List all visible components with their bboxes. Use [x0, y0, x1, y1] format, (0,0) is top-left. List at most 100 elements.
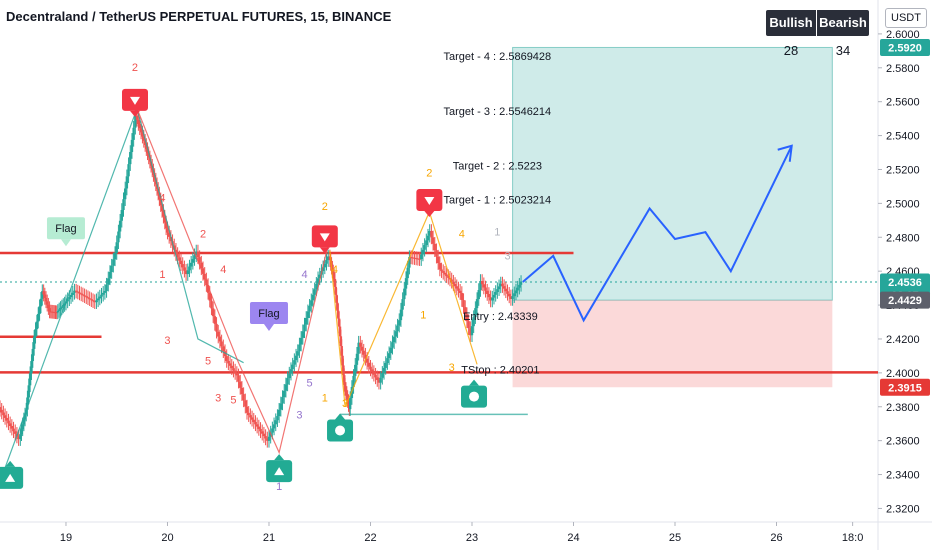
candle-body: [90, 299, 93, 301]
candle-body: [328, 256, 332, 261]
bearish-count: 34: [835, 43, 851, 58]
candle-body: [3, 415, 7, 418]
candle-body: [288, 373, 291, 379]
currency-selector[interactable]: USDT: [885, 8, 927, 28]
candle-body: [313, 289, 316, 295]
candle-body: [421, 249, 425, 255]
candle-body: [462, 300, 465, 308]
candle-body: [272, 424, 276, 429]
candle-body: [74, 290, 78, 292]
candle-body: [364, 354, 367, 359]
candle-body: [184, 270, 188, 275]
flag-label: Flag: [55, 223, 76, 235]
candle-body: [299, 337, 303, 345]
candle-body: [25, 409, 28, 415]
wave-line: [329, 210, 478, 407]
candle-body: [435, 250, 438, 257]
candle-body: [193, 255, 196, 260]
candle-body: [166, 228, 169, 233]
candle-body: [411, 257, 414, 259]
y-tick-label: 2.5200: [886, 164, 920, 176]
candle-body: [43, 294, 47, 298]
candle-body: [2, 412, 5, 416]
candle-body: [215, 323, 218, 332]
candle-body: [163, 216, 166, 223]
candle-body: [394, 331, 398, 337]
candle-body: [301, 331, 305, 338]
candle-body: [514, 290, 518, 294]
candle-body: [183, 267, 186, 271]
position-zones: [512, 46, 833, 388]
y-tick-label: 2.3200: [886, 503, 920, 515]
candle-body: [98, 296, 102, 299]
candle-body: [277, 409, 281, 417]
candle-body: [125, 176, 129, 189]
candle-body: [362, 350, 365, 355]
candle-body: [286, 378, 289, 385]
candle-body: [93, 301, 96, 303]
candle-body: [274, 420, 277, 425]
candle-body: [487, 293, 491, 298]
candle-body: [107, 278, 110, 285]
candle-body: [31, 348, 35, 362]
candle-body: [455, 286, 458, 289]
candle-body: [59, 307, 62, 310]
y-tick-label: 2.3600: [886, 436, 920, 448]
candle-body: [247, 412, 250, 416]
bearish-button[interactable]: Bearish: [817, 10, 869, 36]
candle-body: [377, 380, 381, 383]
sell-arrow-icon: [129, 96, 140, 105]
candle-body: [438, 263, 442, 270]
candle-body: [403, 288, 406, 300]
candle-body: [494, 292, 497, 295]
candle-body: [418, 258, 421, 260]
candle-body: [134, 115, 137, 128]
candle-body: [440, 269, 443, 272]
candle-body: [325, 260, 328, 264]
price-axis[interactable]: 2.6000 2.5800 2.5600 2.5400 2.5200 2.5000 2.48…: [878, 29, 930, 516]
candle-body: [369, 366, 372, 370]
candle-body: [430, 231, 433, 238]
candle-body: [339, 336, 343, 347]
candle-body: [198, 257, 201, 263]
candle-body: [399, 309, 403, 321]
bullish-button[interactable]: Bullish: [766, 10, 816, 36]
candle-body: [21, 424, 24, 430]
candle-body: [162, 210, 165, 217]
candle-body: [315, 283, 318, 290]
candle-body: [458, 290, 462, 294]
candle-body: [26, 397, 29, 410]
candle-body: [155, 184, 159, 189]
x-tick-label: 25: [669, 532, 681, 544]
candle-body: [408, 257, 411, 268]
candle-body: [91, 300, 95, 302]
candle-body: [344, 388, 348, 393]
signal-pointer: [274, 454, 285, 461]
wave-number: 2: [426, 167, 432, 179]
y-tick-label: 2.5000: [886, 198, 920, 210]
time-axis[interactable]: 19 20 21 22 23 24 25 26 18:0: [60, 522, 863, 544]
candle-body: [17, 436, 20, 440]
candle-body: [210, 300, 213, 309]
candle-body: [232, 368, 235, 371]
candle-body: [474, 308, 477, 318]
candle-body: [343, 384, 347, 389]
candle-body: [489, 297, 492, 301]
candle-body: [323, 263, 327, 268]
candle-body: [318, 274, 321, 279]
candle-body: [516, 287, 519, 291]
wave-number: 1: [276, 481, 282, 493]
candle-body: [27, 385, 30, 398]
wave-number: 3: [164, 335, 170, 347]
candle-body: [281, 397, 284, 404]
candle-body: [491, 297, 494, 301]
candle-body: [372, 372, 376, 375]
candle-body: [267, 436, 271, 441]
candle-body: [62, 305, 65, 307]
resistance-lines: [0, 251, 878, 416]
y-tick-label: 2.3400: [886, 470, 920, 482]
candle-body: [108, 272, 112, 279]
candle-body: [348, 398, 352, 410]
projection-line: [522, 145, 793, 323]
